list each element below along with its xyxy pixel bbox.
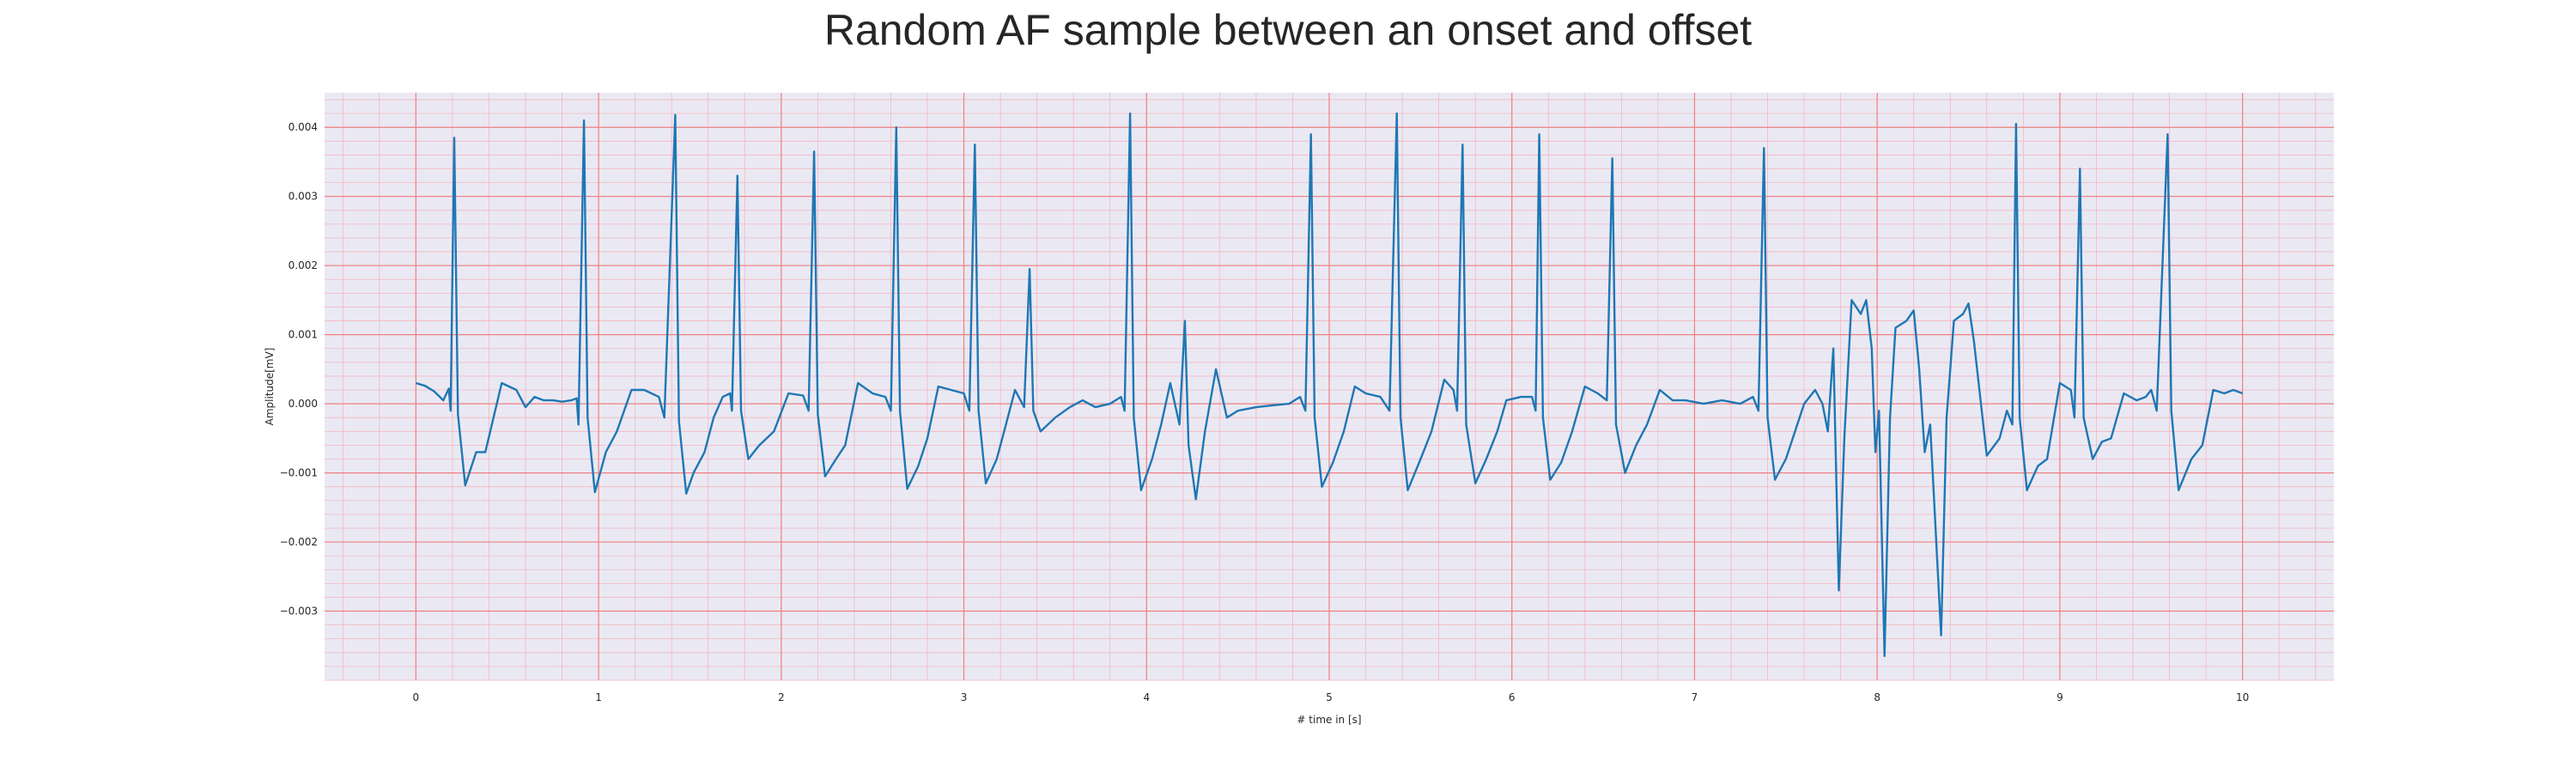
- x-axis-ticks: 0 1 2 3 4 5 6 7 8 9 10: [413, 691, 2250, 703]
- x-axis-label: # time in [s]: [1297, 714, 1361, 726]
- x-tick-label: 10: [2236, 691, 2249, 703]
- x-tick-label: 3: [961, 691, 968, 703]
- y-tick-label: −0.003: [280, 606, 318, 618]
- ecg-series-line: [416, 112, 2244, 657]
- x-tick-label: 9: [2057, 691, 2063, 703]
- y-tick-label: 0.002: [289, 259, 318, 271]
- x-tick-label: 5: [1326, 691, 1333, 703]
- x-tick-label: 8: [1874, 691, 1880, 703]
- x-tick-label: 2: [778, 691, 785, 703]
- y-tick-label: 0.001: [289, 329, 318, 341]
- y-tick-label: 0.000: [289, 398, 318, 410]
- y-tick-label: −0.001: [280, 467, 318, 479]
- x-tick-label: 1: [595, 691, 602, 703]
- x-tick-label: 0: [413, 691, 420, 703]
- y-tick-label: −0.002: [280, 536, 318, 548]
- x-tick-label: 7: [1692, 691, 1698, 703]
- y-axis-label: Amplitude[mV]: [264, 348, 276, 426]
- y-tick-label: 0.004: [289, 121, 318, 133]
- y-tick-label: 0.003: [289, 191, 318, 203]
- x-tick-label: 6: [1509, 691, 1516, 703]
- chart-title: Random AF sample between an onset and of…: [823, 6, 1753, 54]
- y-axis-ticks: −0.003 −0.002 −0.001 0.000 0.001 0.002 0.003 0.…: [280, 121, 318, 617]
- x-tick-label: 4: [1143, 691, 1150, 703]
- major-grid: [325, 93, 2334, 680]
